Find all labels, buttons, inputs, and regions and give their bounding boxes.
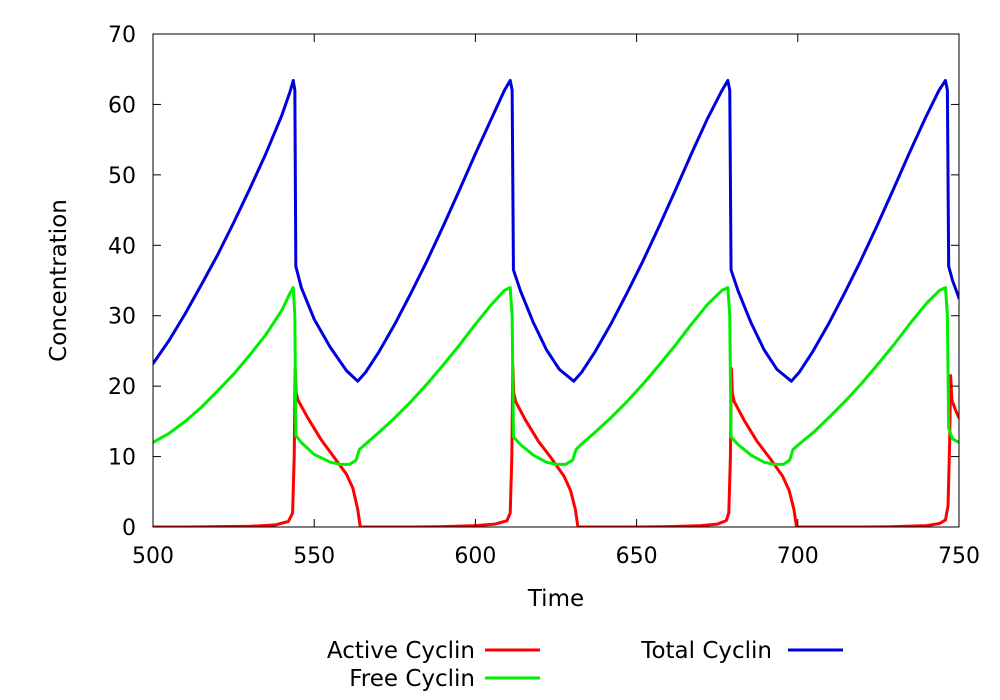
series-line-total-cyclin bbox=[153, 78, 959, 383]
y-tick-label: 0 bbox=[122, 516, 136, 541]
y-tick-label: 70 bbox=[108, 23, 136, 48]
x-tick-label: 550 bbox=[293, 544, 335, 569]
y-tick-label: 50 bbox=[108, 164, 136, 189]
y-tick-label: 40 bbox=[108, 234, 136, 259]
series-line-free-cyclin bbox=[153, 286, 959, 466]
y-axis-label: Concentration bbox=[46, 199, 72, 362]
y-tick-label: 30 bbox=[108, 305, 136, 330]
y-tick-label: 20 bbox=[108, 375, 136, 400]
y-tick-label: 10 bbox=[108, 446, 136, 471]
x-axis-label: Time bbox=[527, 586, 584, 612]
plot-frame bbox=[152, 33, 960, 528]
x-tick-label: 500 bbox=[132, 544, 174, 569]
series-line-active-cyclin bbox=[153, 363, 959, 527]
legend-label-total-cyclin: Total Cyclin bbox=[640, 638, 772, 664]
x-tick-label: 750 bbox=[938, 544, 980, 569]
legend-label-active-cyclin: Active Cyclin bbox=[327, 638, 475, 664]
legend-label-free-cyclin: Free Cyclin bbox=[349, 666, 475, 692]
x-tick-label: 700 bbox=[777, 544, 819, 569]
y-tick-label: 60 bbox=[108, 93, 136, 118]
x-tick-label: 600 bbox=[454, 544, 496, 569]
x-tick-label: 650 bbox=[616, 544, 658, 569]
axis-ticks: 500 550 600 650 700 750 0 10 20 30 40 50 60 70 bbox=[108, 23, 980, 569]
series-layer bbox=[153, 78, 959, 527]
